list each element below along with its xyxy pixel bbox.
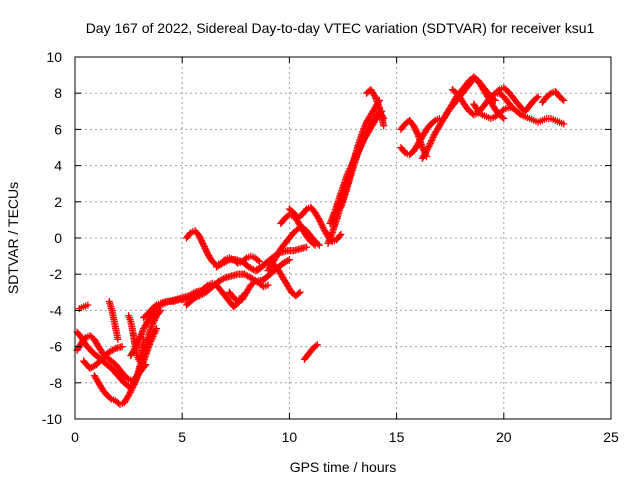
x-tick-label: 5 (178, 429, 186, 445)
series-markers (225, 277, 272, 306)
axis-ticks: 0 5 10 15 20 25 -10 -8 -6 -4 -2 0 2 4 6 8 10 (42, 49, 619, 445)
x-axis-label: GPS time / hours (290, 459, 397, 475)
series-s22 (362, 85, 388, 130)
series-markers (105, 297, 122, 344)
series-markers (397, 114, 444, 159)
y-tick-label: -2 (50, 266, 63, 282)
series-s30 (538, 87, 568, 106)
y-tick-label: 2 (54, 194, 62, 210)
series-s1 (75, 301, 92, 313)
y-tick-label: 4 (54, 158, 62, 174)
y-tick-label: 0 (54, 230, 62, 246)
chart-title: Day 167 of 2022, Sidereal Day-to-day VTE… (86, 20, 595, 36)
series-s18 (300, 341, 321, 363)
series-s8 (105, 297, 122, 344)
chart-grid (75, 57, 611, 419)
x-tick-label: 25 (603, 429, 619, 445)
y-tick-label: 8 (54, 85, 62, 101)
y-tick-label: 6 (54, 121, 62, 137)
y-tick-label: 10 (46, 49, 62, 65)
series-markers (79, 342, 126, 372)
series-markers (75, 301, 92, 313)
y-tick-label: -10 (42, 411, 62, 427)
series-markers (538, 87, 568, 106)
x-tick-label: 10 (282, 429, 298, 445)
y-tick-label: -8 (50, 375, 63, 391)
y-tick-label: -6 (50, 339, 63, 355)
series-markers (300, 341, 321, 363)
series-s13 (225, 277, 272, 306)
data-series-group (73, 73, 568, 409)
series-s5 (79, 342, 126, 372)
y-tick-label: -4 (50, 302, 63, 318)
series-markers (491, 84, 542, 115)
series-s21 (337, 107, 388, 211)
x-tick-label: 0 (71, 429, 79, 445)
x-tick-label: 20 (496, 429, 512, 445)
series-markers (362, 85, 388, 130)
series-s28 (470, 100, 568, 128)
series-markers (470, 100, 568, 128)
series-s29 (491, 84, 542, 115)
y-axis-label: SDTVAR / TECUs (5, 182, 21, 294)
series-s7 (124, 312, 148, 365)
series-markers (124, 312, 148, 365)
series-s24 (397, 114, 444, 159)
series-markers (337, 107, 388, 211)
x-tick-label: 15 (389, 429, 405, 445)
